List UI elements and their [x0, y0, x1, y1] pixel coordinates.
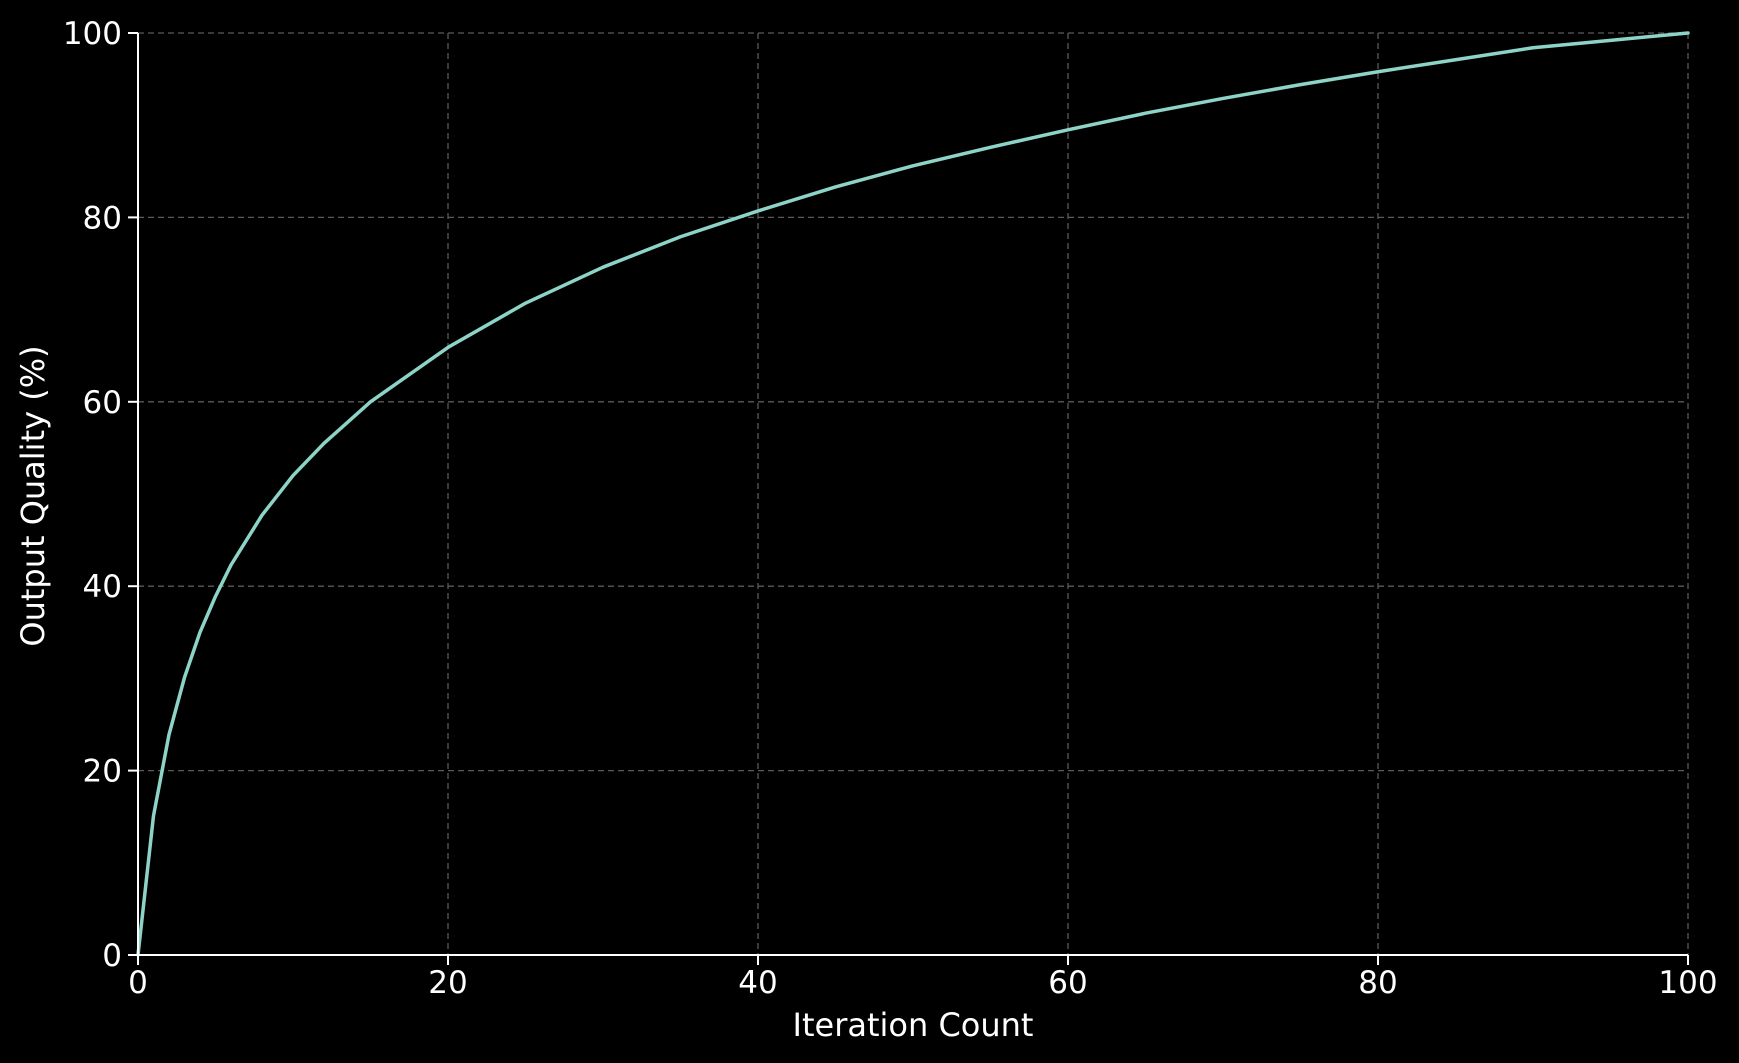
x-tick-label: 40 — [738, 965, 777, 1001]
y-tick-label: 100 — [63, 16, 122, 52]
y-axis-label: Output Quality (%) — [14, 345, 52, 646]
x-tick-label: 20 — [428, 965, 467, 1001]
x-axis-label: Iteration Count — [793, 1006, 1034, 1044]
y-tick-label: 60 — [83, 385, 122, 421]
x-tick-label: 0 — [128, 965, 148, 1001]
y-tick-label: 40 — [83, 569, 122, 605]
series-line — [136, 31, 1690, 957]
axes-layer — [137, 33, 1688, 956]
y-tick-label: 0 — [102, 938, 122, 974]
grid-layer — [137, 32, 1689, 956]
y-tick-label: 20 — [83, 754, 122, 790]
series-layer — [136, 31, 1690, 957]
y-tick-label: 80 — [83, 200, 122, 236]
x-tick-label: 100 — [1658, 965, 1717, 1001]
x-tick-label: 80 — [1358, 965, 1397, 1001]
x-tick-label: 60 — [1048, 965, 1087, 1001]
ticks-layer: 0 20 40 60 80 100 0 20 40 60 80 100 — [63, 16, 1718, 1001]
